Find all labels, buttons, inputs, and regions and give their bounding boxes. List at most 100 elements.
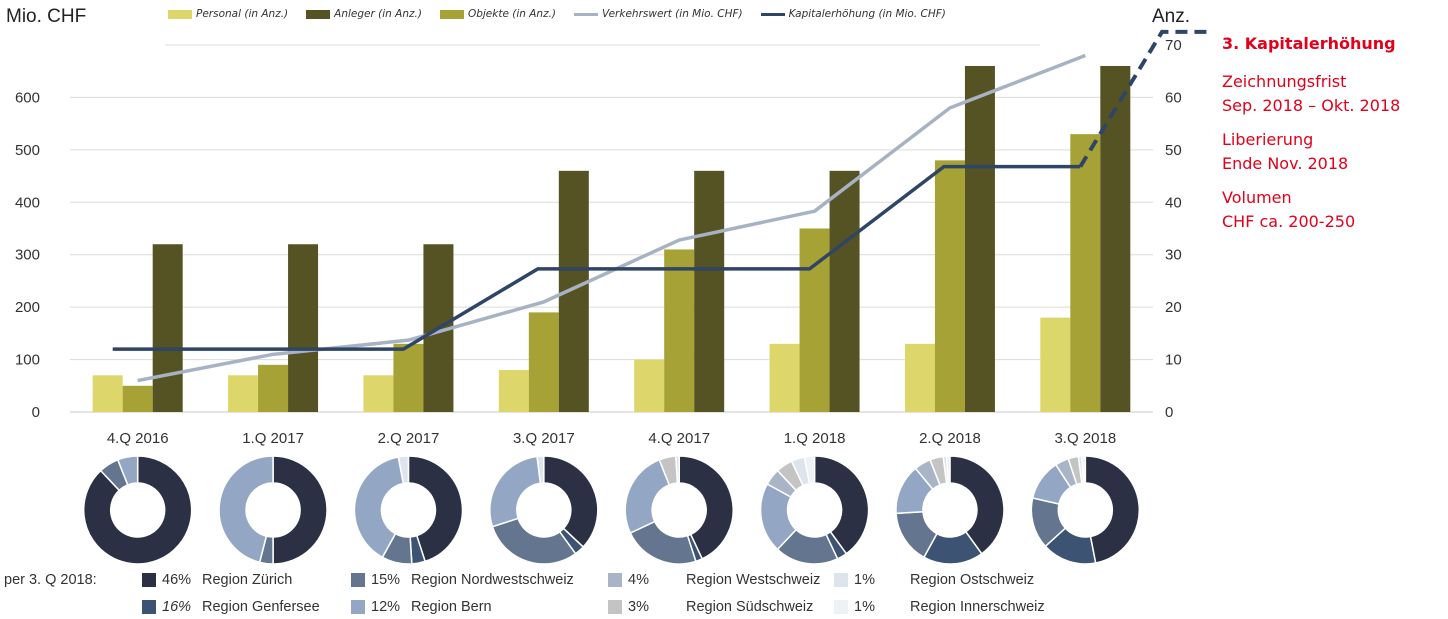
region-swatch-zuerich (142, 573, 156, 587)
category-label: 2.Q 2018 (919, 430, 981, 447)
legend-swatch-verkehrswert (574, 12, 599, 16)
payment-date-value: Ende Nov. 2018 (1222, 154, 1349, 173)
volume-value: CHF ca. 200-250 (1222, 212, 1356, 231)
donut-slice (949, 455, 1005, 555)
left-tick-label: 600 (15, 89, 40, 106)
right-tick-label: 0 (1165, 404, 1173, 421)
donut-slice (803, 455, 816, 485)
category-label: 2.Q 2017 (378, 430, 440, 447)
region-item-bern: 12% Region Bern (351, 599, 492, 615)
projection-line (1078, 29, 1212, 168)
capital-increase-panel: 3. Kapitalerhöhung Zeichnungsfrist Sep. … (1222, 34, 1442, 244)
axis-title-backdrop (5, 36, 165, 50)
legend-swatch-anleger (306, 9, 331, 19)
region-legend-label: per 3. Q 2018: (4, 572, 97, 588)
region-swatch-suedschweiz (608, 600, 622, 614)
right-tick-label: 10 (1165, 352, 1182, 369)
legend-label-objekte: Objekte (in Anz.) (467, 8, 557, 20)
region-swatch-bern (351, 600, 365, 614)
region-swatch-nordwestschweiz (351, 573, 365, 587)
bar (258, 364, 289, 412)
right-tick-label: 70 (1165, 37, 1182, 54)
bar (694, 170, 725, 412)
bar (1070, 134, 1101, 412)
left-tick-label: 200 (15, 299, 40, 316)
category-label: 1.Q 2018 (784, 430, 846, 447)
legend-label-anleger: Anleger (in Anz.) (334, 8, 422, 20)
legend-label-kapitalerhoehung: Kapitalerhöhung (in Mio. CHF) (788, 8, 946, 20)
region-swatch-innerschweiz (834, 600, 848, 614)
category-label: 4.Q 2016 (107, 430, 169, 447)
region-name-westschweiz: Region Westschweiz (686, 572, 821, 588)
right-tick-label: 30 (1165, 247, 1182, 264)
right-tick-label: 20 (1165, 299, 1182, 316)
bar (1040, 317, 1071, 412)
region-name-bern: Region Bern (411, 599, 492, 615)
legend-item-verkehrswert: Verkehrswert (in Mio. CHF) (574, 8, 743, 20)
left-tick-label: 300 (15, 247, 40, 264)
donut-slice (397, 455, 410, 485)
right-tick-label: 60 (1165, 89, 1182, 106)
left-axis-title: Mio. CHF (6, 6, 87, 27)
bar (152, 244, 183, 412)
region-name-ostschweiz: Region Ostschweiz (910, 572, 1035, 588)
region-swatch-ostschweiz (834, 573, 848, 587)
donut-slice (489, 455, 542, 528)
region-pct-innerschweiz: 1% (854, 599, 875, 615)
bar (498, 370, 529, 412)
left-tick-label: 0 (32, 404, 40, 421)
series-line (137, 53, 1086, 383)
donut-slice (82, 455, 193, 565)
region-name-nordwestschweiz: Region Nordwestschweiz (411, 572, 574, 588)
donut-slice (543, 455, 599, 549)
donut-slice (675, 455, 680, 484)
bar (528, 312, 559, 412)
legend-swatch-personal (168, 9, 192, 19)
region-item-nordwestschweiz: 15% Region Nordwestschweiz (351, 572, 574, 588)
subscription-period-value: Sep. 2018 – Okt. 2018 (1222, 96, 1401, 115)
legend-item-kapitalerhoehung: Kapitalerhöhung (in Mio. CHF) (760, 8, 946, 20)
volume: Volumen CHF ca. 200-250 (1222, 186, 1442, 234)
bar (904, 343, 935, 412)
region-item-westschweiz: 4% Region Westschweiz (608, 572, 820, 588)
right-tick-label: 40 (1165, 194, 1182, 211)
legend-swatch-kapitalerhoehung (760, 12, 785, 16)
donut-slice (491, 517, 577, 565)
donut-slice (272, 455, 328, 565)
donut-slice (1084, 455, 1141, 564)
donut-slice (353, 456, 405, 559)
series-line (112, 164, 1081, 351)
bar (634, 359, 665, 412)
legend-item-anleger: Anleger (in Anz.) (306, 8, 422, 20)
legend-label-verkehrswert: Verkehrswert (in Mio. CHF) (602, 8, 743, 20)
bar (228, 375, 259, 412)
region-pct-ostschweiz: 1% (854, 572, 875, 588)
bar (92, 375, 123, 412)
axis-title-backdrop (1040, 36, 1150, 50)
bar (934, 160, 965, 412)
region-item-innerschweiz: 1% Region Innerschweiz (834, 599, 1045, 615)
payment-date: Liberierung Ende Nov. 2018 (1222, 128, 1442, 176)
region-name-genfersee: Region Genfersee (202, 599, 320, 615)
region-item-suedschweiz: 3% Region Südschweiz (608, 599, 813, 615)
region-pct-nordwestschweiz: 15% (371, 572, 401, 588)
donut-slice (624, 458, 671, 534)
legend-item-objekte: Objekte (in Anz.) (439, 8, 557, 20)
right-tick-label: 50 (1165, 142, 1182, 159)
region-pct-genfersee: 16% (162, 599, 192, 615)
region-name-innerschweiz: Region Innerschweiz (910, 599, 1045, 615)
region-name-suedschweiz: Region Südschweiz (686, 599, 814, 615)
donut-slice (813, 455, 870, 555)
subscription-period-label: Zeichnungsfrist (1222, 72, 1347, 91)
left-tick-label: 400 (15, 194, 40, 211)
payment-date-label: Liberierung (1222, 130, 1314, 149)
legend-item-personal: Personal (in Anz.) (168, 8, 288, 20)
bar (1100, 65, 1131, 412)
capital-increase-title: 3. Kapitalerhöhung (1222, 34, 1396, 53)
chart-legend: Personal (in Anz.) Anleger (in Anz.) Obj… (168, 8, 946, 20)
category-label: 3.Q 2018 (1054, 430, 1116, 447)
bar (363, 375, 394, 412)
region-swatch-genfersee (142, 600, 156, 614)
region-swatch-westschweiz (608, 573, 622, 587)
